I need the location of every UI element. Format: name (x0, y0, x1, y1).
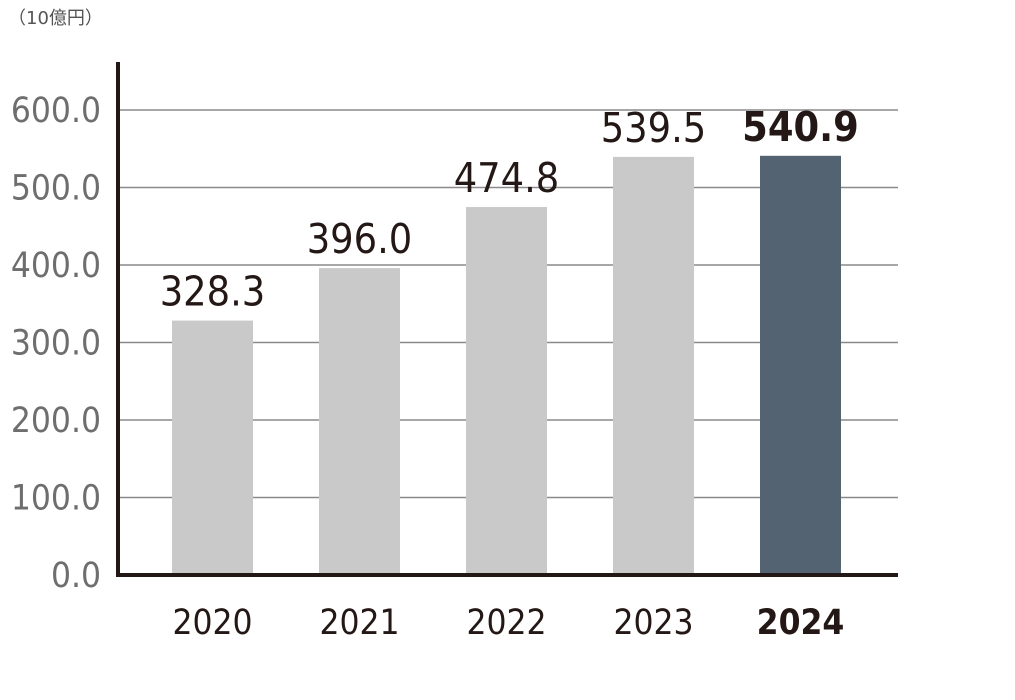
y-tick-label: 300.0 (11, 324, 101, 364)
unit-label: （10億円） (8, 8, 103, 29)
x-tick-label: 2023 (613, 603, 693, 643)
axis-layer (116, 62, 898, 577)
y-tick-label: 400.0 (11, 246, 101, 286)
y-tick-label: 0.0 (51, 556, 101, 596)
data-label: 539.5 (601, 104, 707, 152)
x-tick-label: 2020 (172, 603, 252, 643)
x-tick-label: 2022 (466, 603, 546, 643)
y-tick-label: 100.0 (11, 479, 101, 519)
data-label: 328.3 (160, 268, 266, 316)
data-label: 474.8 (454, 154, 560, 202)
y-tick-label: 200.0 (11, 401, 101, 441)
label-layer: 0.0 100.0 200.0 300.0 400.0 500.0 600.0 328.3 20… (11, 91, 859, 643)
data-label: 396.0 (307, 215, 413, 263)
x-tick-label: 2021 (319, 603, 399, 643)
bar (319, 268, 400, 575)
x-tick-label: 2024 (757, 603, 845, 643)
bar (613, 156, 694, 575)
y-tick-label: 600.0 (11, 91, 101, 131)
bar (760, 155, 841, 576)
data-label: 540.9 (742, 103, 859, 151)
y-tick-label: 500.0 (11, 169, 101, 209)
bar (466, 207, 547, 575)
bar (172, 320, 253, 575)
bar-layer (172, 155, 841, 576)
